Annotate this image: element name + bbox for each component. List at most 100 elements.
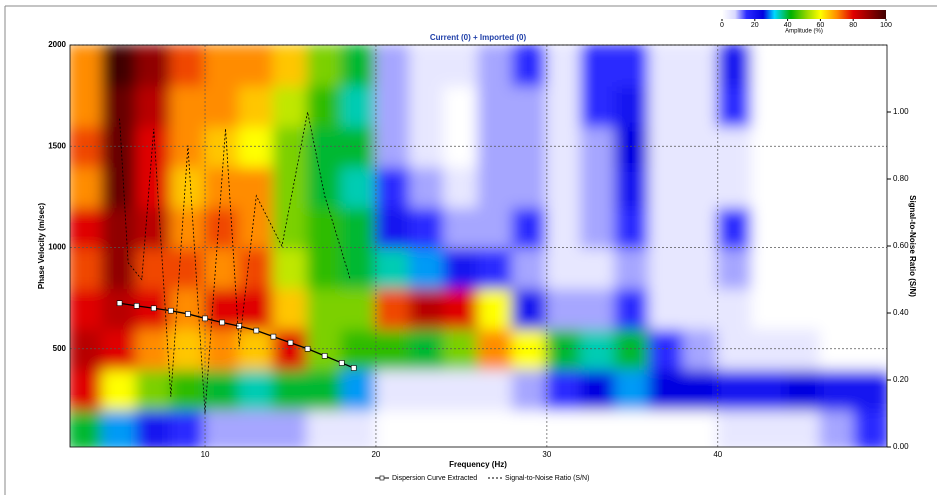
heat-cell (511, 165, 548, 209)
y2-tick-label: 1.00 (893, 107, 909, 116)
heat-cell (750, 206, 788, 249)
heat-cell (374, 125, 412, 168)
heat-cell (580, 45, 617, 87)
heat-cell (409, 45, 446, 87)
heat-cell (374, 408, 412, 447)
heat-cell (648, 246, 685, 290)
heat-cell (169, 45, 207, 87)
heat-cell (682, 165, 719, 209)
heat-cell (374, 45, 412, 87)
heat-cell (135, 206, 172, 249)
heat-cell (238, 206, 275, 249)
heat-cell (70, 84, 104, 128)
heat-cell (716, 246, 753, 290)
heat-cell (853, 84, 887, 128)
x-tick-label: 20 (371, 450, 380, 459)
heat-cell (614, 84, 651, 128)
heat-cell (716, 368, 753, 411)
heat-cell (819, 327, 856, 371)
heat-cell (374, 327, 412, 371)
heat-cell (614, 165, 651, 209)
heat-cell (477, 206, 514, 249)
heat-cell (750, 84, 788, 128)
heat-cell (785, 408, 822, 447)
heat-cell (750, 408, 788, 447)
heat-cell (785, 165, 822, 209)
x-axis-label: Frequency (Hz) (449, 460, 507, 469)
heat-cell (238, 125, 275, 168)
heat-cell (443, 246, 480, 290)
heat-cell (545, 45, 583, 87)
y2-tick-label: 0.60 (893, 241, 909, 250)
dispersion-point (133, 303, 140, 309)
heat-cell (785, 45, 822, 87)
colorbar-label: Amplitude (%) (785, 29, 823, 35)
heat-cell (443, 287, 480, 330)
heat-cell (819, 408, 856, 447)
heat-cell (204, 84, 241, 128)
y2-tick-label: 0.40 (893, 308, 909, 317)
heat-cell (716, 45, 753, 87)
y2-axis-label: Signal-to-Noise Ratio (S/N) (908, 195, 917, 297)
heat-cell (682, 287, 719, 330)
heat-cell (716, 84, 753, 128)
heat-cell (580, 84, 617, 128)
heat-cell (135, 327, 172, 371)
heat-cell (477, 45, 514, 87)
heat-cell (785, 246, 822, 290)
heat-cell (272, 408, 309, 447)
heat-cell (409, 165, 446, 209)
heat-cell (135, 45, 172, 87)
heat-cell (614, 45, 651, 87)
heat-cell (545, 206, 583, 249)
heat-cell (409, 246, 446, 290)
heat-cell (238, 287, 275, 330)
heat-cell (648, 45, 685, 87)
heat-cell (511, 125, 548, 168)
legend-label: Dispersion Curve Extracted (392, 475, 477, 482)
heat-cell (716, 408, 753, 447)
colorbar-tick-label: 40 (784, 22, 792, 29)
heat-cell (580, 287, 617, 330)
chart-title: Current (0) + Imported (0) (430, 33, 527, 42)
x-tick-label: 30 (542, 450, 551, 459)
heat-cell (272, 45, 309, 87)
heat-cell (340, 206, 377, 249)
heat-cell (101, 287, 138, 330)
heat-cell (716, 165, 753, 209)
colorbar-tick-label: 0 (720, 22, 724, 29)
heat-cell (648, 368, 685, 411)
heat-cell (135, 165, 172, 209)
heat-cell (511, 45, 548, 87)
heat-cell (750, 287, 788, 330)
heat-cell (853, 206, 887, 249)
heat-cell (819, 206, 856, 249)
heat-cell (204, 45, 241, 87)
y-tick-label: 1500 (48, 141, 66, 150)
heat-cell (169, 206, 207, 249)
heat-cell (374, 246, 412, 290)
heat-cell (135, 246, 172, 290)
heat-cell (101, 246, 138, 290)
heat-cell (204, 165, 241, 209)
heat-cell (272, 84, 309, 128)
heat-cell (853, 287, 887, 330)
heat-cell (135, 408, 172, 447)
colorbar-tick-label: 100 (880, 22, 892, 29)
heat-cell (614, 368, 651, 411)
heat-cell (70, 206, 104, 249)
heat-cell (306, 327, 343, 371)
heat-cell (853, 45, 887, 87)
heat-cell (340, 287, 377, 330)
heat-cell (135, 368, 172, 411)
heat-cell (374, 368, 412, 411)
heat-cell (853, 368, 887, 411)
heat-cell (306, 206, 343, 249)
dispersion-point (287, 339, 294, 346)
heat-cell (409, 287, 446, 330)
heat-cell (70, 408, 104, 447)
heat-cell (306, 45, 343, 87)
heat-cell (409, 206, 446, 249)
heat-cell (204, 206, 241, 249)
